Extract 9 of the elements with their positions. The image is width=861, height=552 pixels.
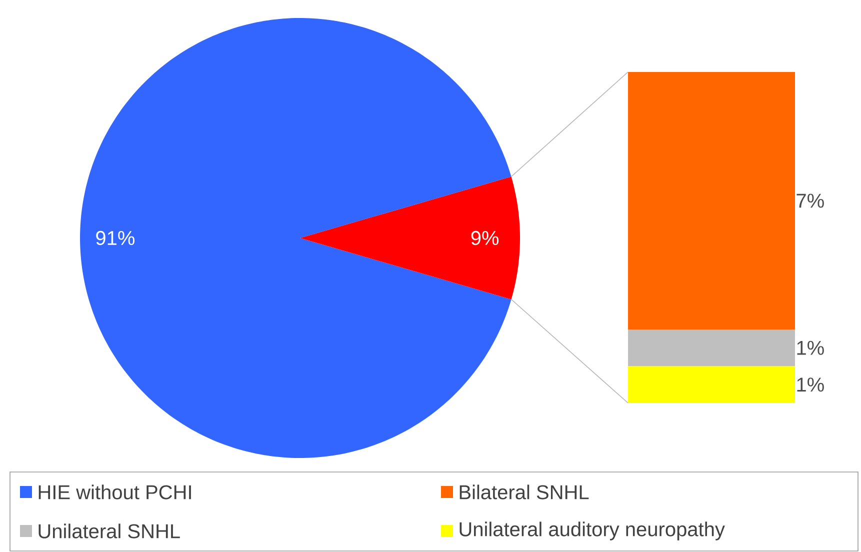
data-label: 1% (797, 340, 824, 355)
data-label: 9% (471, 230, 499, 246)
data-label: 7% (796, 194, 824, 208)
legend-label: Unilateral SNHL (38, 524, 180, 538)
legend-label: Bilateral SNHL (460, 484, 589, 500)
legend-label: HIE without PCHI (38, 484, 191, 500)
legend-label: Unilateral auditory neuropathy (460, 522, 725, 540)
data-label: 1% (797, 378, 824, 392)
data-label: 91% (96, 230, 134, 246)
